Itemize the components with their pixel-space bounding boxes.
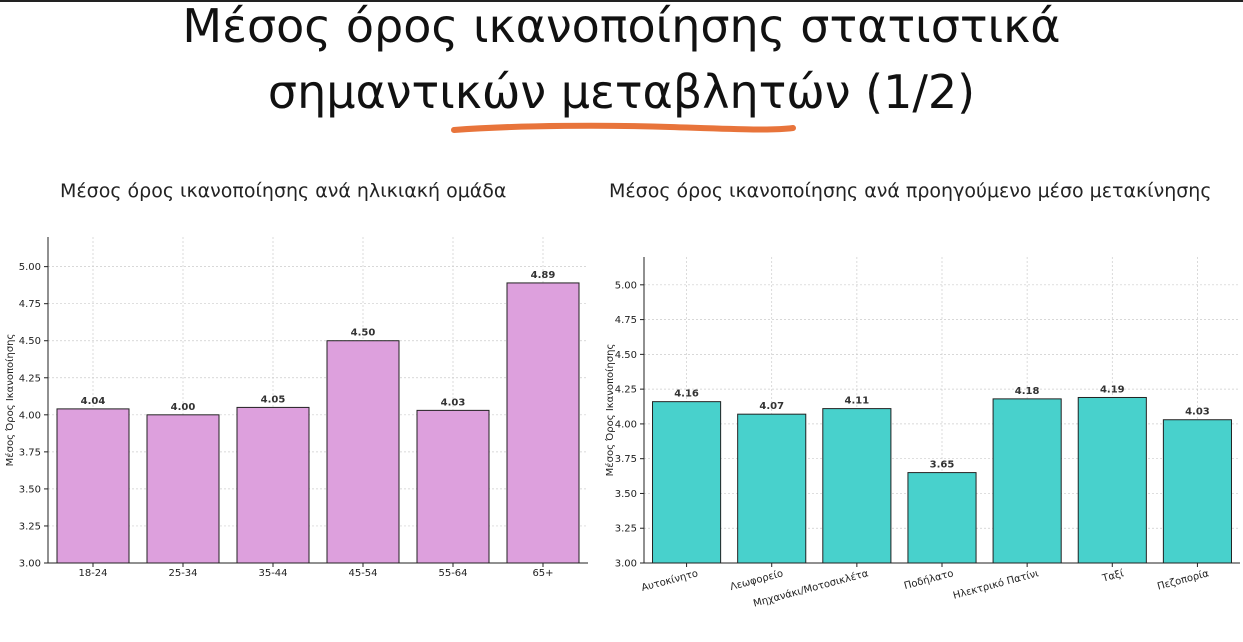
bar-value-label: 4.07 bbox=[759, 401, 784, 412]
y-axis-title: Μέσος Όρος Ικανοποίησης bbox=[604, 344, 616, 477]
x-tick-label: 55-64 bbox=[438, 568, 467, 579]
y-tick-label: 3.25 bbox=[19, 521, 41, 532]
y-tick-label: 3.50 bbox=[615, 489, 637, 500]
y-tick-label: 4.50 bbox=[615, 350, 637, 361]
bar-value-label: 4.00 bbox=[171, 402, 196, 413]
bar bbox=[737, 413, 807, 564]
x-tick-label: Ποδήλατο bbox=[903, 567, 955, 592]
bar-value-label: 4.18 bbox=[1015, 386, 1040, 397]
bar bbox=[1162, 419, 1232, 564]
y-tick-label: 4.75 bbox=[615, 315, 637, 326]
bar-value-label: 4.04 bbox=[81, 396, 106, 407]
bar bbox=[907, 472, 977, 564]
bar-value-label: 4.03 bbox=[441, 397, 466, 408]
bar bbox=[652, 401, 722, 564]
bar-value-label: 4.16 bbox=[674, 389, 699, 400]
bar bbox=[416, 409, 490, 564]
slide-title-line-1: Μέσος όρος ικανοποίησης στατιστικά bbox=[182, 0, 1061, 53]
y-tick-label: 4.25 bbox=[615, 385, 637, 396]
x-tick-label: Ηλεκτρικό Πατίνι bbox=[952, 567, 1041, 602]
x-tick-label: 65+ bbox=[532, 568, 553, 579]
bar-value-label: 4.50 bbox=[351, 328, 376, 339]
bar bbox=[236, 406, 310, 564]
age-group-bar-chart: 3.00 3.25 3.50 3.75 4.00 4.25 4.50 4.75 5.00 4.04… bbox=[4, 237, 588, 579]
x-tick-label: Λεωφορείο bbox=[729, 567, 785, 593]
bar bbox=[506, 282, 580, 564]
title-underline-stroke bbox=[451, 122, 796, 133]
x-tick-label: 45-54 bbox=[348, 568, 377, 579]
bar bbox=[992, 398, 1062, 564]
x-tick-label: Ταξί bbox=[1100, 567, 1126, 585]
bar-value-label: 4.05 bbox=[261, 394, 286, 405]
bar bbox=[1077, 396, 1147, 564]
y-tick-label: 4.00 bbox=[19, 410, 41, 421]
transport-mode-bar-chart: 3.00 3.25 3.50 3.75 4.00 4.25 4.50 4.75 5.00 4.16… bbox=[604, 257, 1240, 610]
bar-value-label: 4.11 bbox=[845, 396, 870, 407]
chart-title-transport-mode: Μέσος όρος ικανοποίησης ανά προηγούμενο … bbox=[609, 180, 1212, 202]
bar bbox=[146, 414, 220, 564]
slide-title-line-2: σημαντικών μεταβλητών (1/2) bbox=[267, 65, 976, 119]
x-tick-label: Αυτοκίνητο bbox=[640, 567, 699, 594]
y-tick-label: 5.00 bbox=[615, 280, 637, 291]
y-tick-label: 3.00 bbox=[615, 559, 637, 570]
x-tick-label: 35-44 bbox=[258, 568, 287, 579]
title-underline bbox=[451, 122, 796, 133]
x-tick-label: 25-34 bbox=[168, 568, 197, 579]
y-tick-label: 4.25 bbox=[19, 373, 41, 384]
y-tick-label: 3.25 bbox=[615, 524, 637, 535]
y-tick-label: 3.75 bbox=[19, 447, 41, 458]
x-tick-label: 18-24 bbox=[78, 568, 107, 579]
top-rule bbox=[0, 0, 1243, 2]
y-tick-label: 4.75 bbox=[19, 299, 41, 310]
y-tick-label: 4.00 bbox=[615, 419, 637, 430]
y-tick-label: 3.50 bbox=[19, 484, 41, 495]
y-tick-label: 5.00 bbox=[19, 262, 41, 273]
bar bbox=[822, 408, 892, 564]
bar bbox=[326, 340, 400, 564]
y-tick-label: 3.75 bbox=[615, 454, 637, 465]
x-tick-label: Πεζοπορία bbox=[1156, 567, 1211, 592]
y-tick-label: 3.00 bbox=[19, 559, 41, 570]
chart-title-age-group: Μέσος όρος ικανοποίησης ανά ηλικιακή ομά… bbox=[60, 180, 507, 202]
bar-value-label: 4.03 bbox=[1185, 407, 1210, 418]
bar-value-label: 4.89 bbox=[531, 270, 556, 281]
y-tick-label: 4.50 bbox=[19, 336, 41, 347]
bar-value-label: 4.19 bbox=[1100, 384, 1125, 395]
y-axis-title: Μέσος Όρος Ικανοποίησης bbox=[4, 334, 16, 467]
bar bbox=[56, 408, 130, 564]
bar-value-label: 3.65 bbox=[930, 460, 955, 471]
